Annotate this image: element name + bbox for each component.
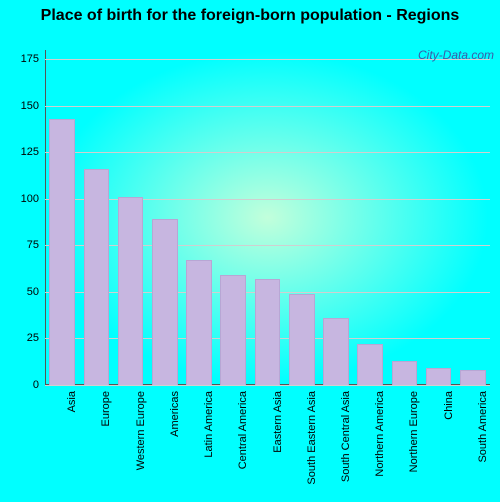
- y-tick-label: 50: [0, 286, 39, 298]
- bar: [323, 318, 349, 385]
- x-tick-label: South Central Asia: [340, 391, 352, 491]
- y-tick-label: 125: [0, 146, 39, 158]
- gridline: [45, 106, 490, 107]
- x-tick-label: South Eastern Asia: [306, 391, 318, 491]
- x-tick-label: Europe: [100, 391, 112, 491]
- gridline: [45, 245, 490, 246]
- x-tick-label: Latin America: [203, 391, 215, 491]
- x-tick-label: South America: [477, 391, 489, 491]
- x-tick-label: Eastern Asia: [272, 391, 284, 491]
- y-tick-label: 150: [0, 100, 39, 112]
- x-tick-label: Asia: [66, 391, 78, 491]
- chart-title: Place of birth for the foreign-born popu…: [0, 6, 500, 25]
- gridline: [45, 152, 490, 153]
- bar: [49, 119, 75, 385]
- x-tick-label: Northern Europe: [408, 391, 420, 491]
- x-tick-label: China: [443, 391, 455, 491]
- bar: [118, 197, 144, 385]
- y-tick-label: 75: [0, 239, 39, 251]
- y-tick-label: 25: [0, 332, 39, 344]
- y-axis-line: [45, 50, 46, 385]
- bar: [186, 260, 212, 385]
- y-tick-label: 175: [0, 53, 39, 65]
- x-tick-label: Northern America: [374, 391, 386, 491]
- bar: [152, 219, 178, 385]
- gridline: [45, 199, 490, 200]
- bar: [289, 294, 315, 385]
- watermark: City-Data.com: [418, 48, 494, 62]
- x-tick-label: Central America: [237, 391, 249, 491]
- bar: [392, 361, 418, 385]
- bar: [220, 275, 246, 385]
- bar: [357, 344, 383, 385]
- plot-area: [45, 50, 490, 385]
- y-tick-label: 0: [0, 379, 39, 391]
- bar: [84, 169, 110, 385]
- bar: [426, 368, 452, 385]
- bar: [460, 370, 486, 385]
- x-tick-label: Western Europe: [135, 391, 147, 491]
- chart-container: Place of birth for the foreign-born popu…: [0, 0, 500, 502]
- x-tick-label: Americas: [169, 391, 181, 491]
- gridline: [45, 385, 490, 386]
- bar: [255, 279, 281, 385]
- y-tick-label: 100: [0, 193, 39, 205]
